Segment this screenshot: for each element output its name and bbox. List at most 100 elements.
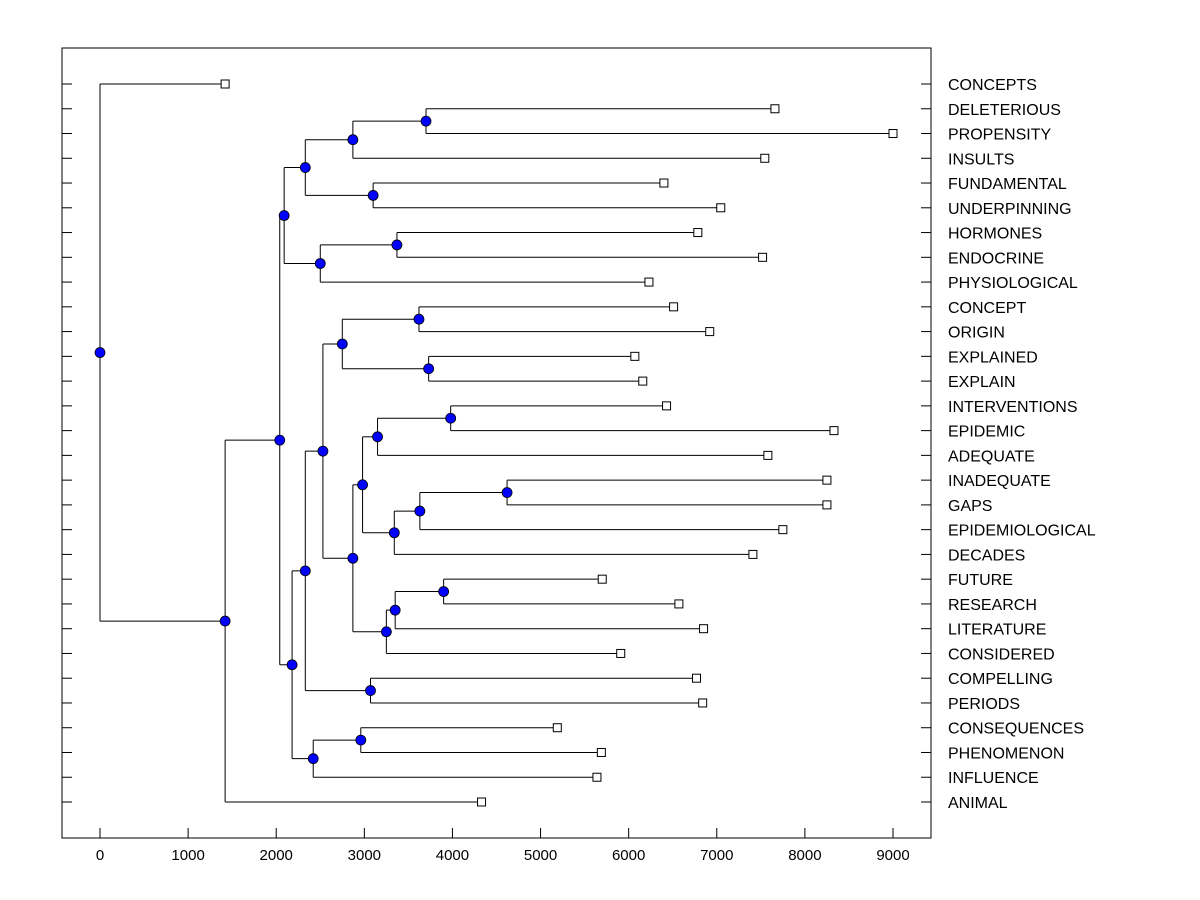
cluster-node — [423, 363, 435, 375]
leaf-label: UNDERPINNING — [948, 201, 1072, 218]
leaf-label: EPIDEMIOLOGICAL — [948, 523, 1096, 540]
leaf-marker — [669, 302, 679, 312]
cluster-node — [317, 445, 329, 457]
leaf-label: INSULTS — [948, 151, 1014, 168]
leaf-label: DECADES — [948, 547, 1025, 564]
leaf-label: ORIGIN — [948, 325, 1005, 342]
leaf-marker — [552, 723, 562, 733]
leaf-label: INFLUENCE — [948, 770, 1039, 787]
leaf-label: DELETERIOUS — [948, 102, 1061, 119]
leaf-label: CONCEPT — [948, 300, 1026, 317]
cluster-node-root — [94, 347, 106, 358]
cluster-node — [299, 565, 311, 577]
x-tick-label: 7000 — [700, 847, 733, 864]
cluster-node — [372, 431, 383, 443]
leaf-marker — [748, 549, 758, 559]
leaf-label: RESEARCH — [948, 597, 1037, 614]
cluster-node — [414, 505, 426, 517]
cluster-node — [314, 258, 326, 269]
leaf-marker — [888, 129, 898, 139]
leaf-marker — [659, 178, 669, 188]
leaf-label: PHENOMENON — [948, 745, 1064, 762]
cluster-node — [501, 487, 513, 498]
leaf-marker — [778, 525, 788, 535]
x-tick-label: 9000 — [876, 847, 909, 864]
x-tick-label: 5000 — [524, 847, 557, 864]
leaf-label: ANIMAL — [948, 795, 1008, 812]
cluster-node — [438, 586, 450, 597]
cluster-node — [391, 239, 403, 251]
x-tick-label: 2000 — [260, 847, 293, 864]
leaf-label: PROPENSITY — [948, 127, 1051, 144]
leaf-label: ENDOCRINE — [948, 250, 1044, 267]
leaf-marker — [699, 624, 709, 634]
cluster-node — [347, 134, 359, 146]
leaf-marker — [596, 747, 606, 757]
leaf-marker — [477, 797, 487, 807]
plot-frame — [61, 47, 932, 839]
leaf-marker — [630, 351, 640, 361]
x-tick-label: 4000 — [436, 847, 469, 864]
leaf-label: CONSIDERED — [948, 646, 1055, 663]
cluster-node — [380, 626, 392, 638]
leaf-label: INTERVENTIONS — [948, 399, 1078, 416]
cluster-node — [365, 685, 376, 696]
cluster-node — [445, 412, 457, 424]
leaf-label: CONSEQUENCES — [948, 721, 1084, 738]
leaf-marker — [698, 698, 708, 708]
leaf-marker — [829, 426, 839, 436]
leaf-label: FUNDAMENTAL — [948, 176, 1067, 193]
leaf-label: EXPLAIN — [948, 374, 1016, 391]
leaf-label: CONCEPTS — [948, 77, 1037, 94]
leaf-marker — [760, 153, 770, 163]
leaf-label: EXPLAINED — [948, 349, 1038, 366]
cluster-node — [286, 659, 298, 671]
leaf-label: GAPS — [948, 498, 992, 515]
leaf-label: LITERATURE — [948, 622, 1046, 639]
leaf-marker — [638, 376, 648, 386]
cluster-node — [420, 115, 432, 127]
leaf-label: INADEQUATE — [948, 473, 1051, 490]
cluster-node — [347, 552, 359, 564]
leaf-label: EPIDEMIC — [948, 424, 1025, 441]
cluster-node — [219, 615, 231, 627]
cluster-node — [299, 162, 311, 173]
leaf-marker — [705, 327, 715, 337]
x-tick-label: 3000 — [348, 847, 381, 864]
leaf-marker — [822, 500, 832, 510]
leaf-marker — [770, 104, 780, 114]
leaf-marker — [597, 574, 607, 584]
leaf-marker — [692, 673, 702, 683]
x-tick-label: 6000 — [612, 847, 645, 864]
leaf-label: COMPELLING — [948, 671, 1053, 688]
leaf-label: HORMONES — [948, 226, 1042, 243]
leaf-marker — [592, 772, 602, 782]
cluster-node — [336, 338, 348, 350]
leaf-label: ADEQUATE — [948, 448, 1035, 465]
cluster-node — [278, 210, 290, 221]
x-tick-label: 8000 — [788, 847, 821, 864]
x-tick-label: 1000 — [171, 847, 204, 864]
cluster-node — [367, 190, 379, 201]
cluster-node — [357, 479, 368, 491]
leaf-marker — [220, 79, 230, 89]
cluster-node — [355, 734, 367, 746]
leaf-marker — [662, 401, 672, 411]
leaf-marker — [822, 475, 832, 485]
leaf-marker — [758, 252, 768, 262]
leaf-marker — [616, 648, 626, 658]
leaf-label: FUTURE — [948, 572, 1013, 589]
leaf-marker — [644, 277, 654, 287]
leaf-label: PHYSIOLOGICAL — [948, 275, 1078, 292]
x-tick-label: 0 — [96, 847, 104, 864]
leaf-marker — [693, 228, 703, 238]
leaf-marker — [716, 203, 726, 213]
cluster-node — [274, 434, 286, 446]
cluster-node — [388, 527, 400, 539]
leaf-label: PERIODS — [948, 696, 1020, 713]
leaf-marker — [763, 450, 773, 460]
cluster-node — [307, 753, 319, 765]
cluster-node — [413, 313, 425, 325]
leaf-marker — [674, 599, 684, 609]
